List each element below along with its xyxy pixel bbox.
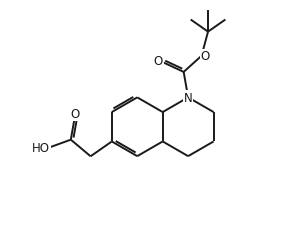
Text: O: O bbox=[70, 108, 79, 121]
Text: HO: HO bbox=[32, 141, 50, 154]
Text: N: N bbox=[184, 91, 193, 104]
Text: O: O bbox=[154, 55, 163, 67]
Text: O: O bbox=[201, 50, 210, 63]
